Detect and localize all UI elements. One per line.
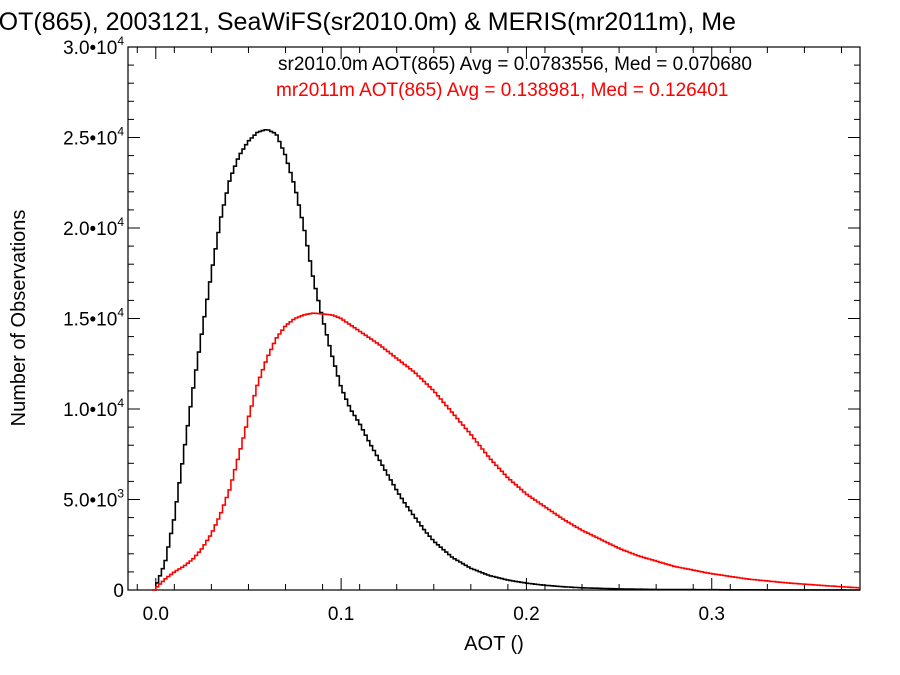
y-tick-exponent: 3 — [117, 487, 124, 501]
y-tick-label: 0 — [113, 581, 124, 602]
x-tick-label: 0.1 — [328, 604, 354, 625]
legend-entry-black: sr2010.0m AOT(865) Avg = 0.0783556, Med … — [278, 54, 752, 75]
x-axis-label: AOT () — [464, 633, 524, 655]
y-tick-mantissa: 1.0•10 — [63, 400, 117, 421]
y-tick-mantissa: 5.0•10 — [63, 491, 117, 512]
x-tick-label: 0.2 — [513, 604, 539, 625]
y-tick-mantissa: 1.5•10 — [63, 310, 117, 331]
series-layer — [152, 129, 860, 591]
plot-frame — [127, 46, 861, 591]
y-axis-label: Number of Observations — [8, 210, 30, 427]
y-axis-ticks: 05.0•1031.0•1041.5•1042.0•1042.5•1043.0•… — [63, 34, 860, 602]
y-tick-label: 5.0•103 — [63, 487, 124, 512]
series-line-sr2010 — [152, 129, 860, 591]
y-tick-label: 3.0•104 — [63, 34, 124, 59]
chart-title: AOT(865), 2003121, SeaWiFS(sr2010.0m) & … — [0, 8, 736, 36]
y-tick-label: 1.5•104 — [63, 306, 124, 331]
y-tick-mantissa: 2.0•10 — [63, 219, 117, 240]
y-tick-label: 2.5•104 — [63, 125, 124, 150]
y-tick-mantissa: 3.0•10 — [63, 38, 117, 59]
x-axis-ticks: 0.0 0.1 0.2 0.3 — [136, 47, 842, 625]
x-tick-label: 0.0 — [143, 604, 169, 625]
y-tick-exponent: 4 — [117, 396, 124, 410]
legend-entry-red: mr2011m AOT(865) Avg = 0.138981, Med = 0… — [276, 80, 728, 101]
y-tick-label: 2.0•104 — [63, 215, 124, 240]
y-tick-exponent: 4 — [117, 306, 124, 320]
y-tick-exponent: 4 — [117, 34, 124, 48]
y-tick-exponent: 4 — [117, 215, 124, 229]
series-line-mr2011 — [152, 312, 860, 591]
y-tick-label: 1.0•104 — [63, 396, 124, 421]
y-tick-mantissa: 2.5•10 — [63, 129, 117, 150]
x-tick-label: 0.3 — [699, 604, 725, 625]
y-tick-exponent: 4 — [117, 125, 124, 139]
y-tick-mantissa: 0 — [113, 581, 124, 602]
